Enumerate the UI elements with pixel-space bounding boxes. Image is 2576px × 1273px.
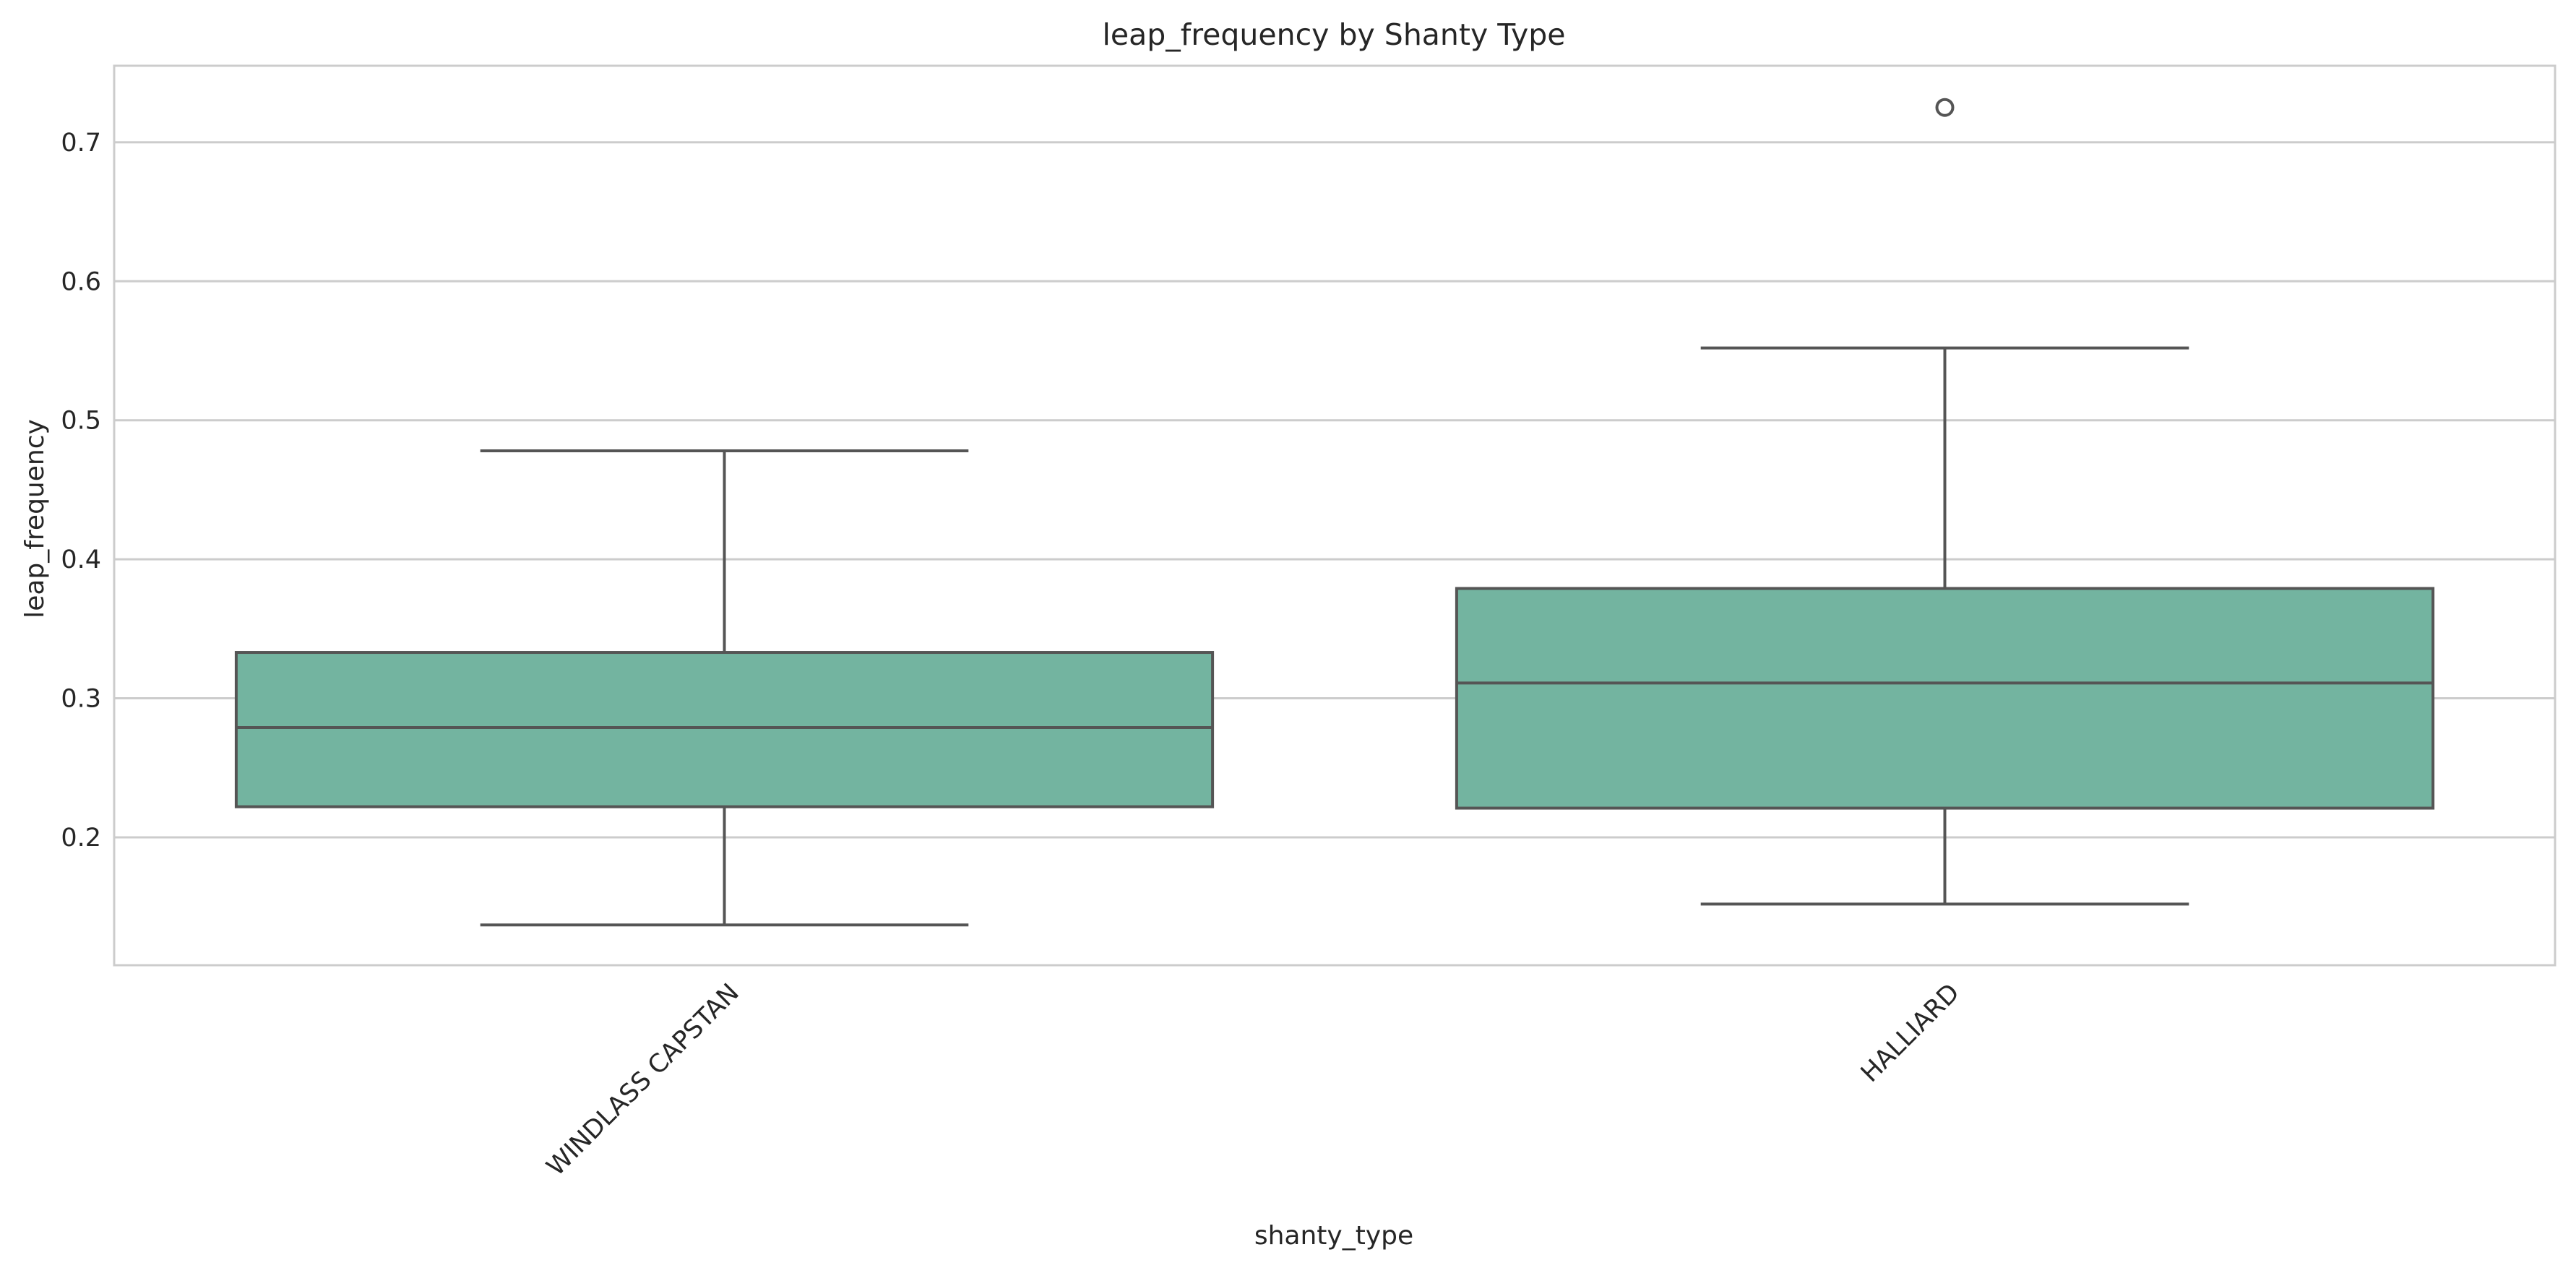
- chart-title: leap_frequency by Shanty Type: [1103, 17, 1566, 52]
- y-tick-label: 0.7: [61, 129, 101, 157]
- y-tick-label: 0.5: [61, 407, 101, 436]
- boxes: [234, 98, 2435, 927]
- plot-frame: [113, 64, 2556, 967]
- x-tick-label: WINDLASS CAPSTAN: [541, 978, 745, 1182]
- iqr-box: [1455, 587, 2435, 810]
- box-group: [1455, 98, 2435, 906]
- x-axis-label: shanty_type: [1254, 1221, 1413, 1251]
- box-group: [234, 449, 1215, 927]
- y-tick-label: 0.2: [61, 824, 101, 853]
- x-tick-label: HALLIARD: [1856, 978, 1965, 1088]
- iqr-box: [234, 651, 1215, 808]
- y-tick-label: 0.6: [61, 267, 101, 296]
- outlier-point: [1935, 98, 1955, 117]
- y-tick-label: 0.3: [61, 685, 101, 714]
- y-axis-label: leap_frequency: [20, 419, 50, 618]
- y-tick-label: 0.4: [61, 545, 101, 574]
- x-tick-labels: WINDLASS CAPSTAN HALLIARD: [541, 978, 1965, 1182]
- y-tick-labels: 0.2 0.3 0.4 0.5 0.6 0.7: [61, 129, 101, 853]
